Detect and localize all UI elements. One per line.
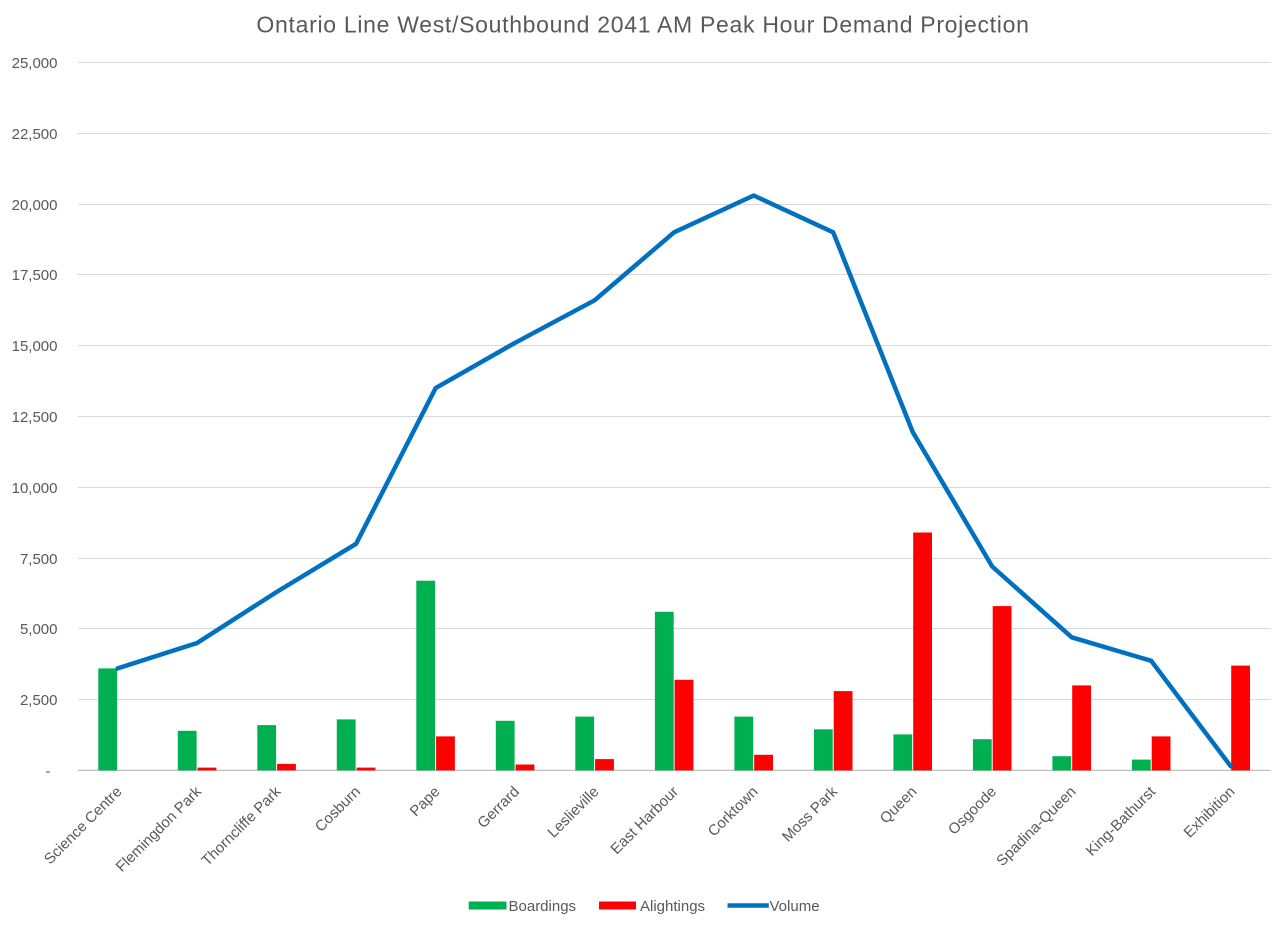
- svg-text:Boardings: Boardings: [509, 898, 577, 915]
- svg-text:2,500: 2,500: [20, 692, 58, 709]
- svg-text:7,500: 7,500: [20, 551, 58, 568]
- svg-text:17,500: 17,500: [12, 267, 58, 284]
- svg-text:22,500: 22,500: [12, 126, 58, 143]
- svg-text:12,500: 12,500: [12, 409, 58, 426]
- svg-text:15,000: 15,000: [12, 338, 58, 355]
- svg-text:25,000: 25,000: [12, 55, 58, 72]
- svg-text:5,000: 5,000: [20, 621, 58, 638]
- svg-text:Volume: Volume: [770, 898, 820, 915]
- svg-text:Ontario Line West/Southbound 2: Ontario Line West/Southbound 2041 AM Pea…: [256, 12, 1029, 38]
- svg-text:-: -: [46, 763, 51, 780]
- svg-text:Alightings: Alightings: [640, 898, 705, 915]
- svg-text:20,000: 20,000: [12, 197, 58, 214]
- svg-text:10,000: 10,000: [12, 480, 58, 497]
